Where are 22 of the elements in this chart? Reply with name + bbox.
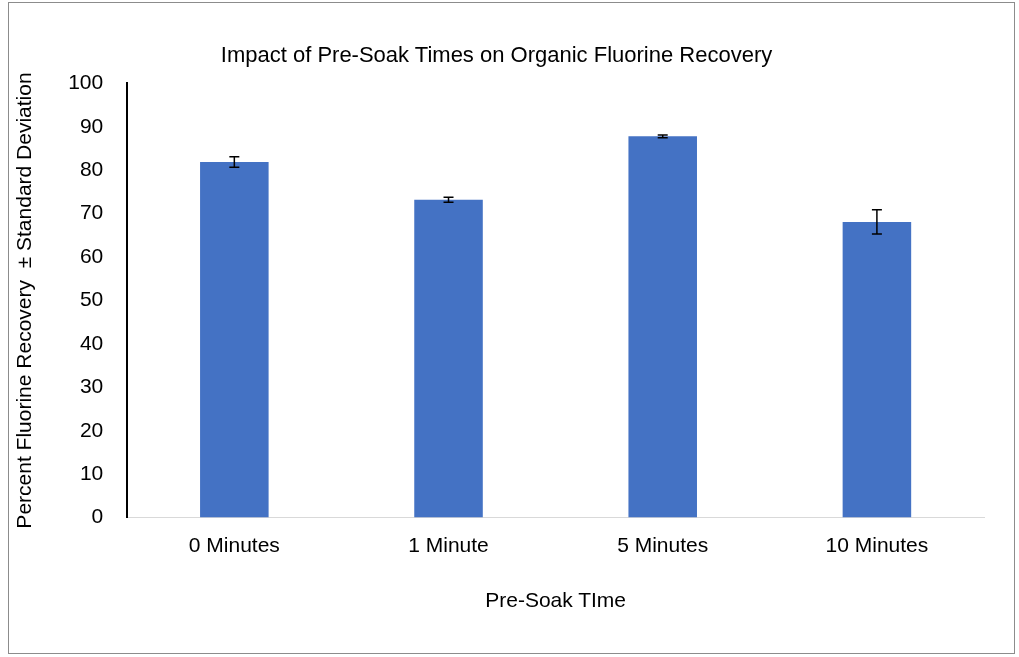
y-tick-label: 0 bbox=[91, 504, 104, 528]
y-tick-label: 90 bbox=[79, 113, 104, 137]
x-axis-title: Pre-Soak TIme bbox=[485, 588, 627, 612]
bar bbox=[628, 136, 697, 518]
y-tick-label: 10 bbox=[79, 460, 104, 484]
bar bbox=[842, 221, 912, 518]
bar bbox=[414, 199, 483, 518]
y-tick-label: 100 bbox=[68, 70, 104, 94]
chart-title: Impact of Pre-Soak Times on Organic Fluorine Recovery bbox=[220, 42, 773, 68]
y-tick-label: 20 bbox=[79, 417, 104, 441]
y-tick-label: 40 bbox=[79, 330, 104, 354]
x-tick-label: 5 Minutes bbox=[617, 533, 709, 556]
bar bbox=[200, 161, 269, 518]
y-axis-title: Percent Fluorine Recovery ± Standard Deviation bbox=[12, 72, 36, 529]
y-tick-label: 70 bbox=[79, 200, 104, 224]
x-tick-label: 0 Minutes bbox=[188, 533, 280, 556]
y-tick-label: 50 bbox=[79, 287, 104, 311]
x-tick-label: 10 Minutes bbox=[825, 533, 929, 556]
x-tick-label: 1 Minute bbox=[408, 533, 489, 556]
y-tick-label: 80 bbox=[79, 157, 104, 181]
y-tick-label: 30 bbox=[79, 374, 104, 398]
y-tick-label: 60 bbox=[79, 243, 104, 267]
